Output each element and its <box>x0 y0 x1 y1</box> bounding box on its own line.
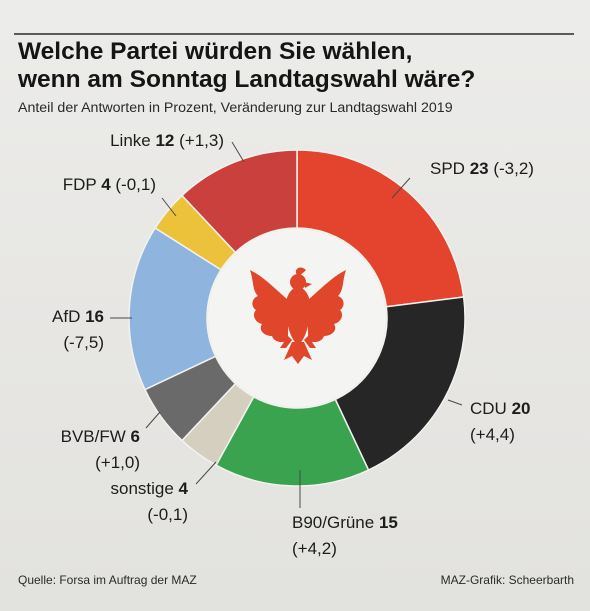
slice-label-bvb-fw: BVB/FW 6 (+1,0) <box>61 427 140 472</box>
slice-label-sonstige: sonstige 4 (-0,1) <box>110 479 188 524</box>
header-rule <box>14 33 574 35</box>
graphic-credit: MAZ-Grafik: Scheerbarth <box>440 573 574 587</box>
leader-line <box>231 141 245 163</box>
leader-line <box>161 197 177 217</box>
leader-line <box>447 399 463 406</box>
source-note: Quelle: Forsa im Auftrag der MAZ <box>18 573 197 587</box>
slice-labels: SPD 23 (-3,2) CDU 20 (+4,4) B90/Grüne 15 (+4… <box>52 131 534 558</box>
slice-cdu <box>334 296 466 472</box>
leader-lines <box>110 141 463 508</box>
slice-spd <box>296 149 465 308</box>
slice-label-b90-gr-ne: B90/Grüne 15 (+4,2) <box>292 513 398 558</box>
leader-line <box>195 461 217 485</box>
page-title: Welche Partei würden Sie wählen, wenn am… <box>18 38 476 93</box>
slice-label-linke: Linke 12 (+1,3) <box>110 131 224 150</box>
slice-label-spd: SPD 23 (-3,2) <box>430 159 534 178</box>
slice-label-cdu: CDU 20 (+4,4) <box>470 399 530 444</box>
leader-line <box>145 411 161 429</box>
slice-label-fdp: FDP 4 (-0,1) <box>63 175 156 194</box>
slice-linke <box>180 149 298 254</box>
slice-label-afd: AfD 16 (-7,5) <box>52 307 104 352</box>
brandenburg-eagle-icon <box>250 267 346 364</box>
chart-subtitle: Anteil der Antworten in Prozent, Verände… <box>18 100 453 116</box>
leader-line <box>391 177 411 199</box>
